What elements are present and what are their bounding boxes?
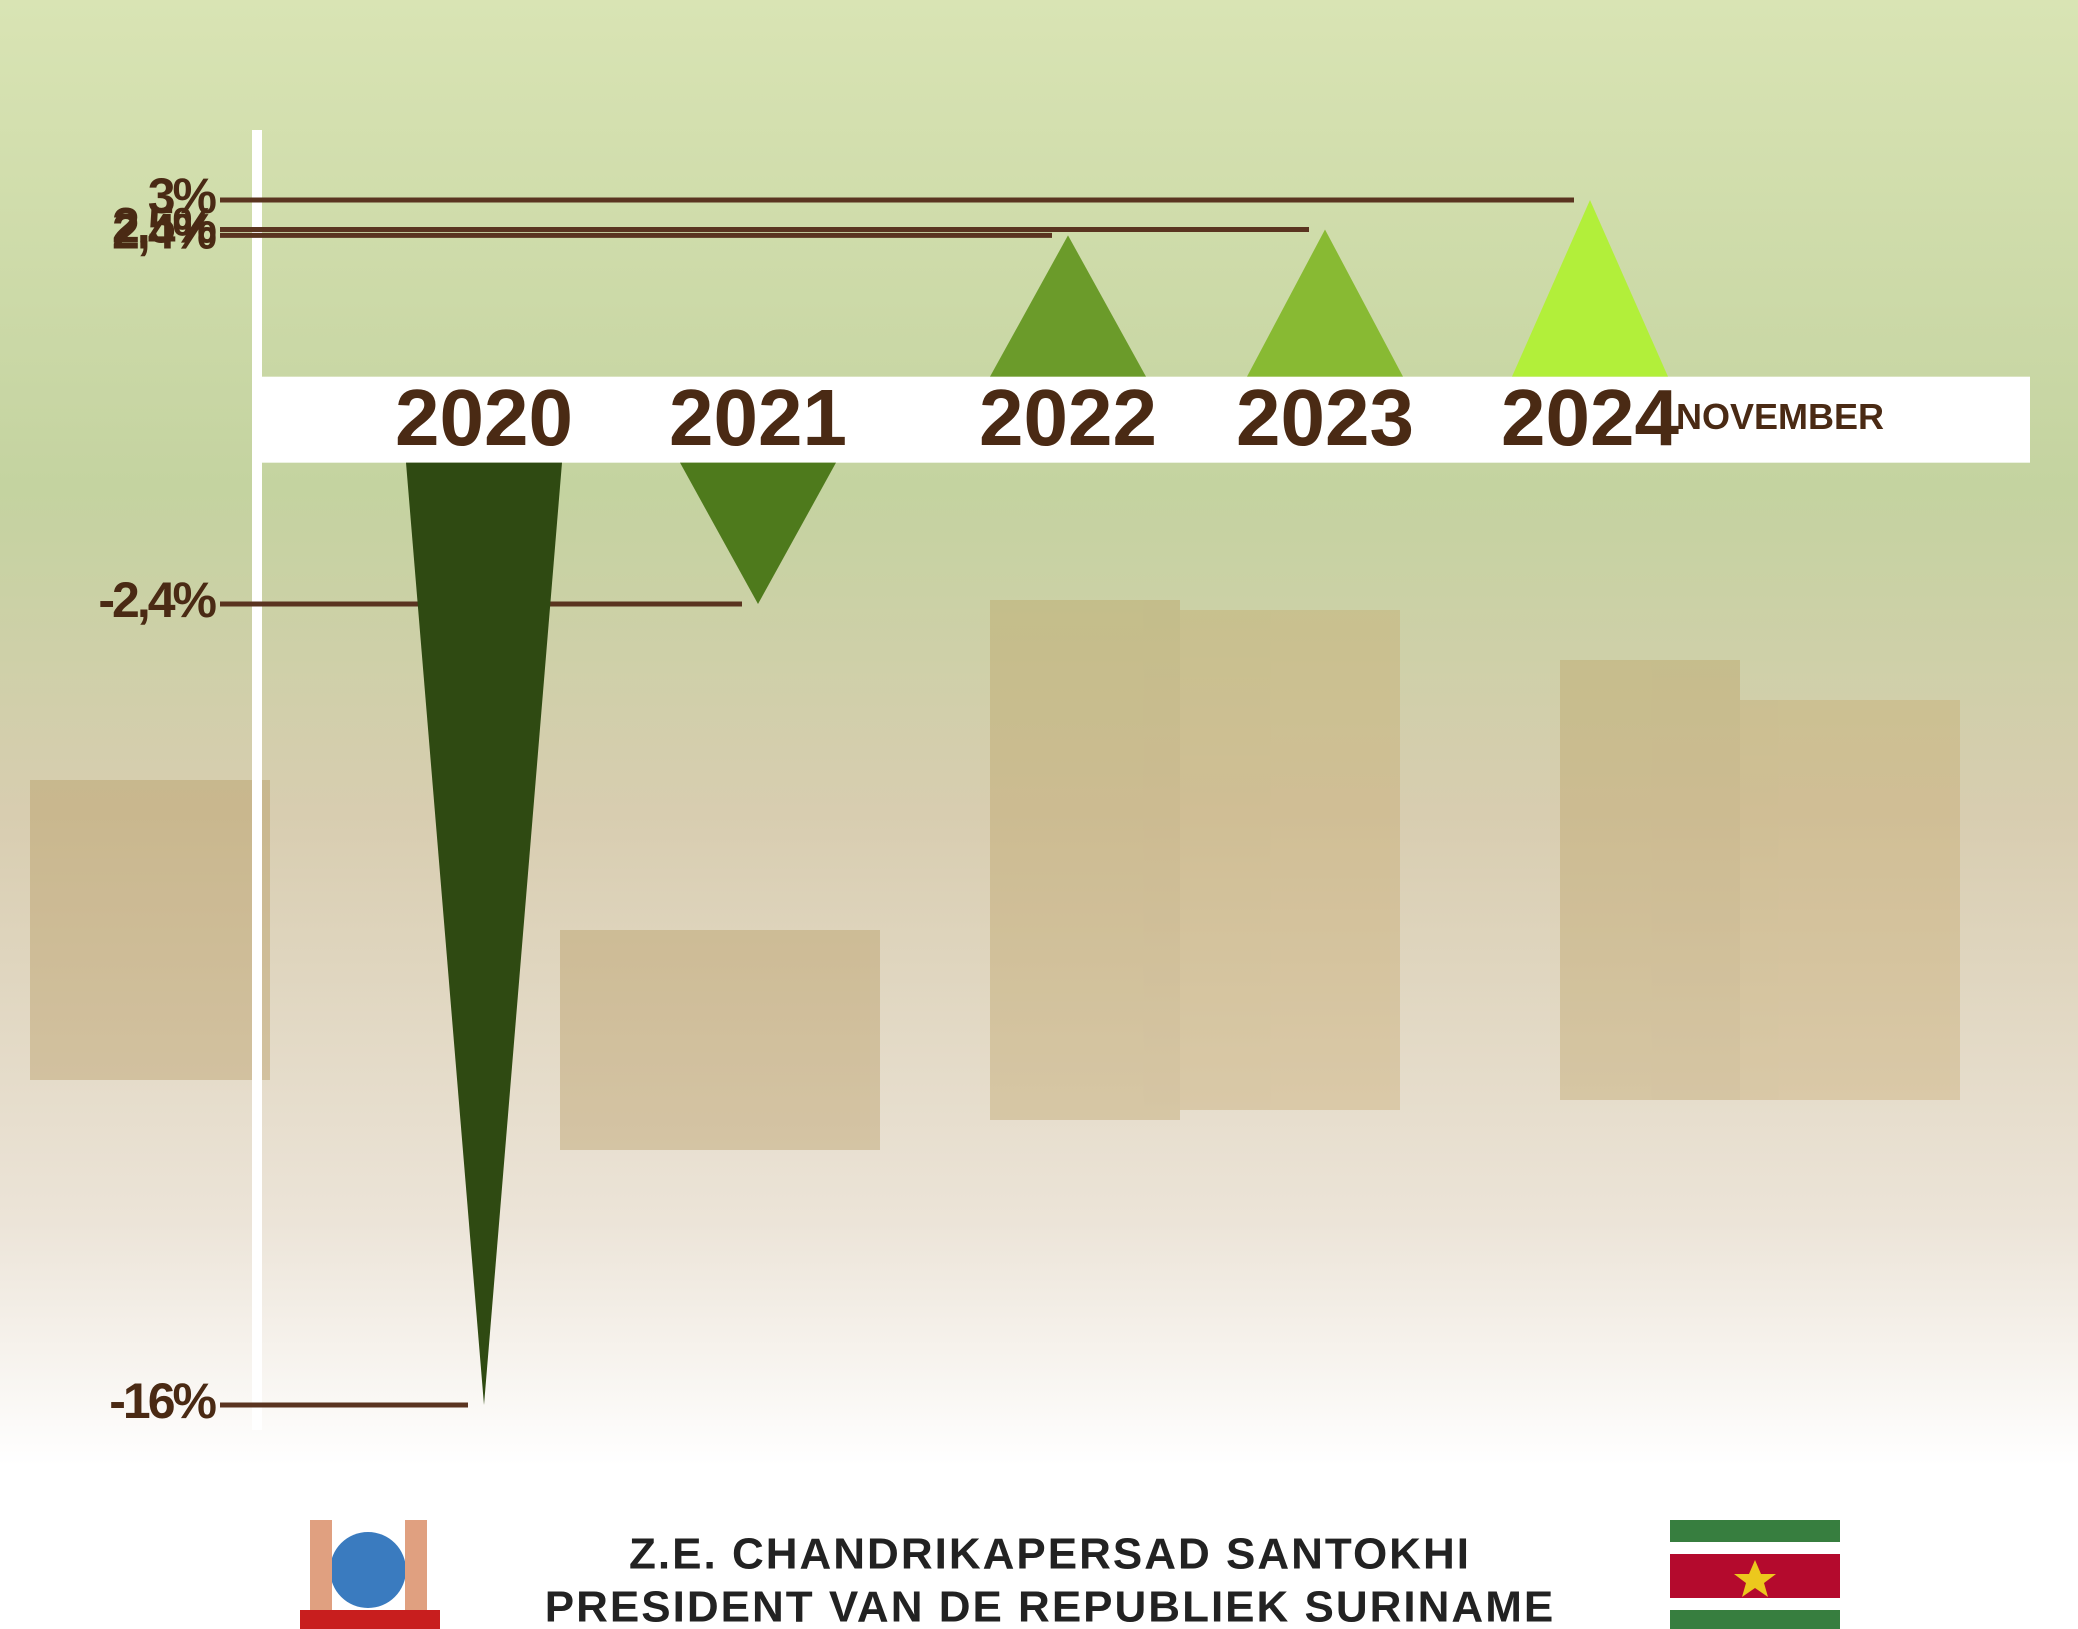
value-label: -16% [109, 1373, 216, 1429]
year-band [252, 376, 2030, 463]
value-label: 3% [148, 168, 217, 224]
bar [680, 462, 836, 605]
coin-stacks [30, 600, 1960, 1150]
x-tick-label: 2020 [395, 373, 573, 462]
x-tick-label: 2024 [1501, 373, 1679, 462]
value-label: 2,4% [112, 204, 217, 260]
value-label: 2.5% [112, 198, 217, 254]
bar [1512, 200, 1668, 377]
footer-line: Z.E. CHANDRIKAPERSAD SANTOKHI [629, 1530, 1471, 1579]
axis-line [252, 130, 262, 1430]
emblem [300, 1515, 440, 1629]
x-tick-label: 2023 [1236, 373, 1414, 462]
value-label: -2,4% [98, 572, 216, 628]
bar [1247, 229, 1403, 377]
annotation: NOVEMBER [1676, 396, 1884, 437]
bar [990, 235, 1146, 377]
flag [1670, 1520, 1840, 1629]
x-tick-label: 2022 [979, 373, 1157, 462]
bar [406, 462, 562, 1405]
footer-line: PRESIDENT VAN DE REPUBLIEK SURINAME [545, 1583, 1555, 1629]
x-tick-label: 2021 [669, 373, 847, 462]
